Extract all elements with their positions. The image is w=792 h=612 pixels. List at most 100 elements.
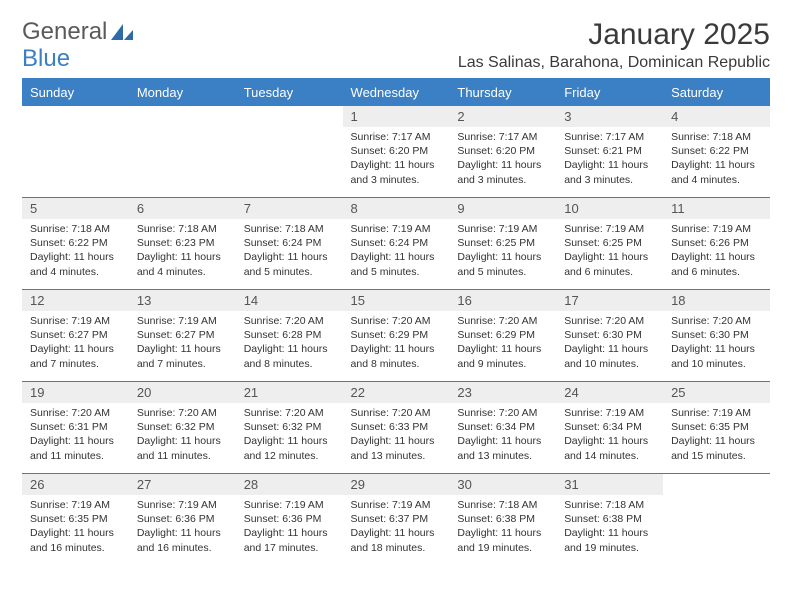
day-line: and 14 minutes. [564,449,655,463]
day-line: Daylight: 11 hours [30,342,121,356]
title-block: January 2025 Las Salinas, Barahona, Domi… [458,18,770,72]
day-details: Sunrise: 7:19 AMSunset: 6:26 PMDaylight:… [663,219,770,283]
day-number: 18 [663,290,770,311]
day-line: Sunset: 6:27 PM [137,328,228,342]
day-line: Sunset: 6:20 PM [457,144,548,158]
day-line: Sunrise: 7:19 AM [30,498,121,512]
day-line: Daylight: 11 hours [30,526,121,540]
calendar-cell: 11Sunrise: 7:19 AMSunset: 6:26 PMDayligh… [663,198,770,290]
month-title: January 2025 [458,18,770,52]
day-number: 5 [22,198,129,219]
day-number: 8 [343,198,450,219]
day-line: Daylight: 11 hours [564,250,655,264]
calendar-cell: 12 Sunrise: 7:19 AMSunset: 6:27 PMDayligh… [22,290,129,382]
calendar-cell: 22Sunrise: 7:20 AMSunset: 6:33 PMDayligh… [343,382,450,474]
day-line: Sunrise: 7:20 AM [244,406,335,420]
day-details: Sunrise: 7:19 AMSunset: 6:25 PMDaylight:… [449,219,556,283]
day-line: and 13 minutes. [457,449,548,463]
day-line: Sunset: 6:37 PM [351,512,442,526]
day-line: Sunset: 6:23 PM [137,236,228,250]
calendar-cell: 18 Sunrise: 7:20 AMSunset: 6:30 PMDayligh… [663,290,770,382]
day-line: Sunset: 6:33 PM [351,420,442,434]
day-line: and 6 minutes. [671,265,762,279]
calendar-row: 26Sunrise: 7:19 AMSunset: 6:35 PMDayligh… [22,474,770,566]
day-number: 10 [556,198,663,219]
day-details [663,480,770,487]
day-details: Sunrise: 7:19 AMSunset: 6:36 PMDaylight:… [129,495,236,559]
day-number: 19 [22,382,129,403]
day-details [22,112,129,119]
day-line: Sunset: 6:38 PM [457,512,548,526]
day-details [129,112,236,119]
day-line: Sunset: 6:38 PM [564,512,655,526]
day-number: 22 [343,382,450,403]
calendar-cell: 21Sunrise: 7:20 AMSunset: 6:32 PMDayligh… [236,382,343,474]
day-number: 14 [236,290,343,311]
day-line: Sunset: 6:30 PM [671,328,762,342]
day-line: Sunrise: 7:19 AM [564,222,655,236]
calendar-cell: 14Sunrise: 7:20 AMSunset: 6:28 PMDayligh… [236,290,343,382]
day-details: Sunrise: 7:18 AMSunset: 6:38 PMDaylight:… [449,495,556,559]
day-details: Sunrise: 7:19 AMSunset: 6:27 PMDaylight:… [129,311,236,375]
day-details: Sunrise: 7:18 AMSunset: 6:38 PMDaylight:… [556,495,663,559]
day-line: Sunrise: 7:19 AM [30,314,121,328]
day-details: Sunrise: 7:20 AMSunset: 6:30 PMDaylight:… [556,311,663,375]
calendar-cell [129,106,236,198]
calendar-row: 12Sunrise: 7:19 AMSunset: 6:27 PMDayligh… [22,290,770,382]
day-number: 26 [22,474,129,495]
day-number: 23 [449,382,556,403]
col-sun: Sunday [22,79,129,106]
day-line: Sunset: 6:27 PM [30,328,121,342]
day-details: Sunrise: 7:18 AMSunset: 6:23 PMDaylight:… [129,219,236,283]
day-number: 7 [236,198,343,219]
day-line: Daylight: 11 hours [671,342,762,356]
day-line: and 16 minutes. [30,541,121,555]
col-tue: Tuesday [236,79,343,106]
day-line: Daylight: 11 hours [351,342,442,356]
day-line: Sunset: 6:34 PM [457,420,548,434]
calendar-cell: 26Sunrise: 7:19 AMSunset: 6:35 PMDayligh… [22,474,129,566]
day-line: Sunset: 6:21 PM [564,144,655,158]
day-line: Sunrise: 7:19 AM [137,498,228,512]
day-details: Sunrise: 7:20 AMSunset: 6:31 PMDaylight:… [22,403,129,467]
day-line: and 8 minutes. [244,357,335,371]
day-line: Daylight: 11 hours [30,434,121,448]
calendar-cell: 19Sunrise: 7:20 AMSunset: 6:31 PMDayligh… [22,382,129,474]
calendar-cell: 6Sunrise: 7:18 AMSunset: 6:23 PMDaylight… [129,198,236,290]
day-details: Sunrise: 7:20 AMSunset: 6:29 PMDaylight:… [449,311,556,375]
day-line: Daylight: 11 hours [457,434,548,448]
day-line: Sunrise: 7:19 AM [671,222,762,236]
day-line: Sunrise: 7:20 AM [671,314,762,328]
day-line: Daylight: 11 hours [137,434,228,448]
day-line: Sunrise: 7:17 AM [564,130,655,144]
day-number: 12 [22,290,129,311]
day-line: Sunset: 6:32 PM [137,420,228,434]
calendar-row: 1Sunrise: 7:17 AMSunset: 6:20 PMDaylight… [22,106,770,198]
day-line: Sunset: 6:29 PM [457,328,548,342]
day-line: and 3 minutes. [457,173,548,187]
col-mon: Monday [129,79,236,106]
sail-icon [109,22,135,42]
day-number: 2 [449,106,556,127]
day-line: Sunrise: 7:18 AM [564,498,655,512]
day-line: and 16 minutes. [137,541,228,555]
day-number: 25 [663,382,770,403]
brand-part1: General [22,18,107,46]
day-details: Sunrise: 7:17 AMSunset: 6:21 PMDaylight:… [556,127,663,191]
day-line: Daylight: 11 hours [671,434,762,448]
day-line: Sunrise: 7:20 AM [137,406,228,420]
day-number: 15 [343,290,450,311]
day-line: and 6 minutes. [564,265,655,279]
day-line: Sunset: 6:35 PM [671,420,762,434]
col-fri: Friday [556,79,663,106]
day-line: Sunrise: 7:20 AM [244,314,335,328]
calendar-cell [22,106,129,198]
day-number: 29 [343,474,450,495]
day-number: 24 [556,382,663,403]
day-line: Daylight: 11 hours [351,526,442,540]
day-details: Sunrise: 7:19 AMSunset: 6:24 PMDaylight:… [343,219,450,283]
day-line: Sunrise: 7:20 AM [351,314,442,328]
calendar-cell: 7Sunrise: 7:18 AMSunset: 6:24 PMDaylight… [236,198,343,290]
day-line: and 3 minutes. [564,173,655,187]
col-sat: Saturday [663,79,770,106]
